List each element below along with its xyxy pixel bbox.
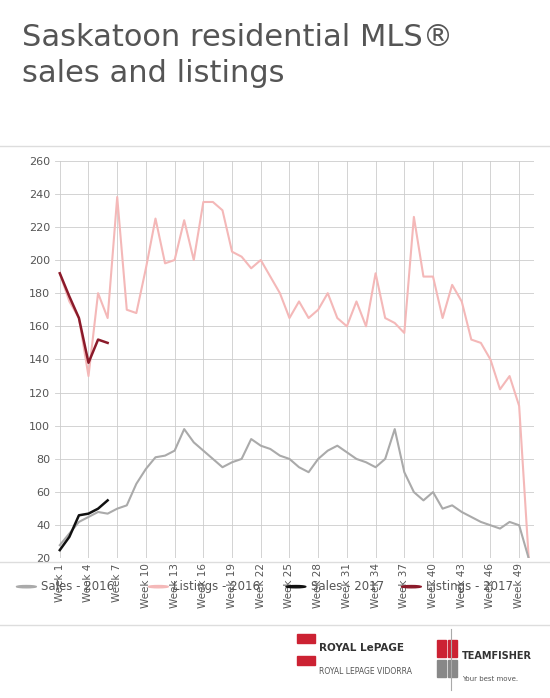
Circle shape: [148, 586, 168, 588]
Text: Sales - 2016: Sales - 2016: [41, 580, 114, 593]
Text: ROYAL LePAGE: ROYAL LePAGE: [319, 643, 404, 653]
Circle shape: [16, 586, 36, 588]
Bar: [448, 660, 457, 676]
Text: TEAMFISHER: TEAMFISHER: [462, 651, 532, 661]
Bar: [437, 660, 446, 676]
Circle shape: [286, 586, 306, 588]
Text: Saskatoon residential MLS®
sales and listings: Saskatoon residential MLS® sales and lis…: [22, 23, 453, 88]
Text: Listings - 2017: Listings - 2017: [426, 580, 513, 593]
Bar: [297, 634, 315, 644]
Circle shape: [402, 586, 421, 588]
Text: Listings - 2016: Listings - 2016: [173, 580, 260, 593]
Text: Your best move.: Your best move.: [462, 676, 518, 682]
Bar: [448, 641, 457, 658]
Bar: [297, 656, 315, 665]
Text: Sales - 2017: Sales - 2017: [311, 580, 384, 593]
Text: ROYAL LEPAGE VIDORRA: ROYAL LEPAGE VIDORRA: [319, 667, 412, 676]
Bar: [437, 641, 446, 658]
